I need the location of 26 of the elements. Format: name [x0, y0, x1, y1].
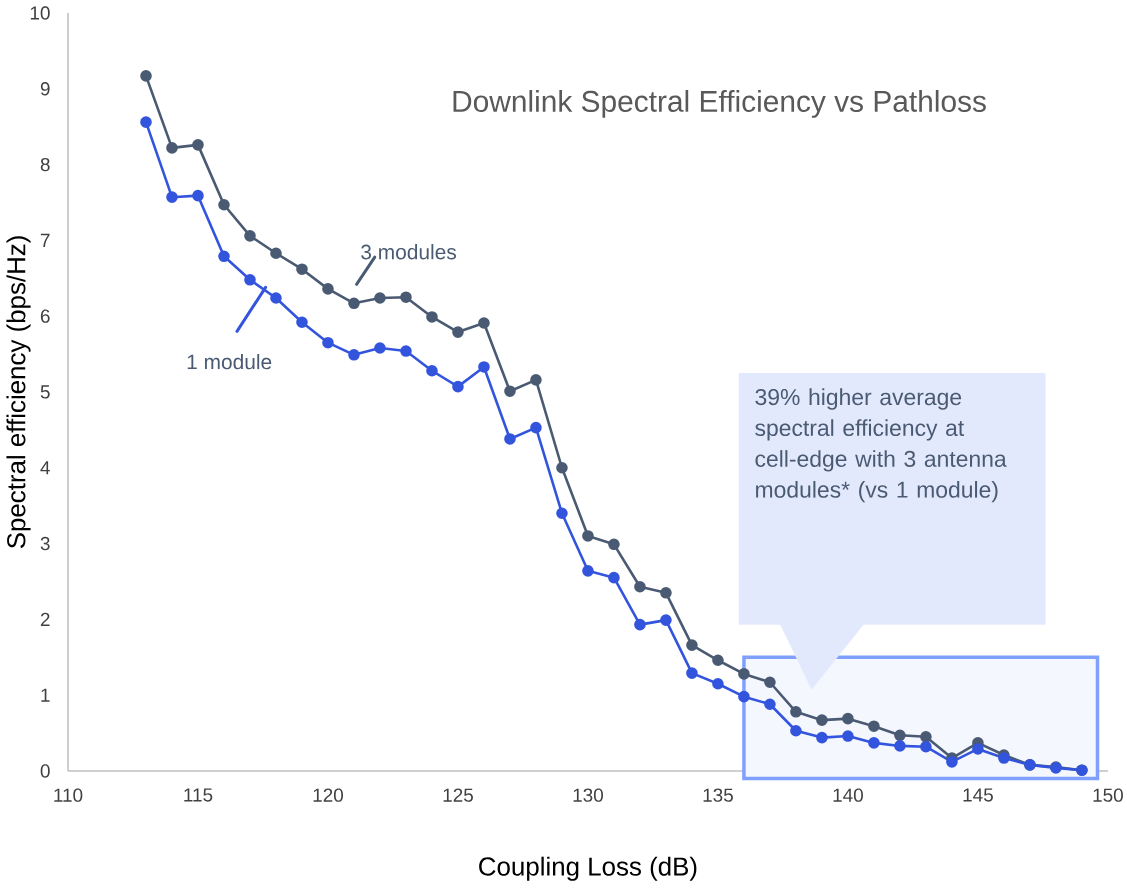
y-tick-label: 5 [40, 385, 50, 399]
y-axis-title: Spectral efficiency (bps/Hz) [6, 236, 31, 549]
x-tick-label: 130 [573, 788, 603, 802]
x-tick-label: 120 [313, 788, 344, 802]
y-tick-label: 3 [40, 536, 50, 551]
x-tick-label: 115 [184, 788, 213, 802]
x-tick-label: 145 [963, 788, 993, 802]
legend-label: 1 module [187, 354, 272, 370]
x-tick-label: 140 [833, 788, 863, 802]
annotation: 39% higher average spectral efficiency at cell-edge with 3 antenna modules* (vs 1 module) [755, 388, 1007, 503]
series-label: 3 modules [361, 244, 457, 260]
x-tick-label: 150 [1093, 788, 1123, 802]
y-tick-label: 8 [40, 157, 50, 172]
x-tick-label: 125 [443, 788, 473, 802]
y-tick-label: 1 [41, 688, 50, 702]
x-tick-label: 110 [54, 788, 83, 802]
y-tick-label: 0 [40, 764, 50, 778]
y-tick-label: 10 [30, 6, 50, 20]
x-axis-title: Coupling Loss (dB) [479, 856, 697, 881]
text: Downlink Spectral Efficiency vs Pathloss [453, 90, 986, 118]
y-tick-label: 4 [40, 461, 50, 475]
y-tick-label: 9 [40, 82, 50, 96]
y-tick-label: 6 [40, 309, 50, 323]
x-tick-label: 135 [703, 788, 733, 802]
y-tick-label: 2 [40, 612, 50, 626]
y-tick-label: 7 [40, 233, 50, 247]
